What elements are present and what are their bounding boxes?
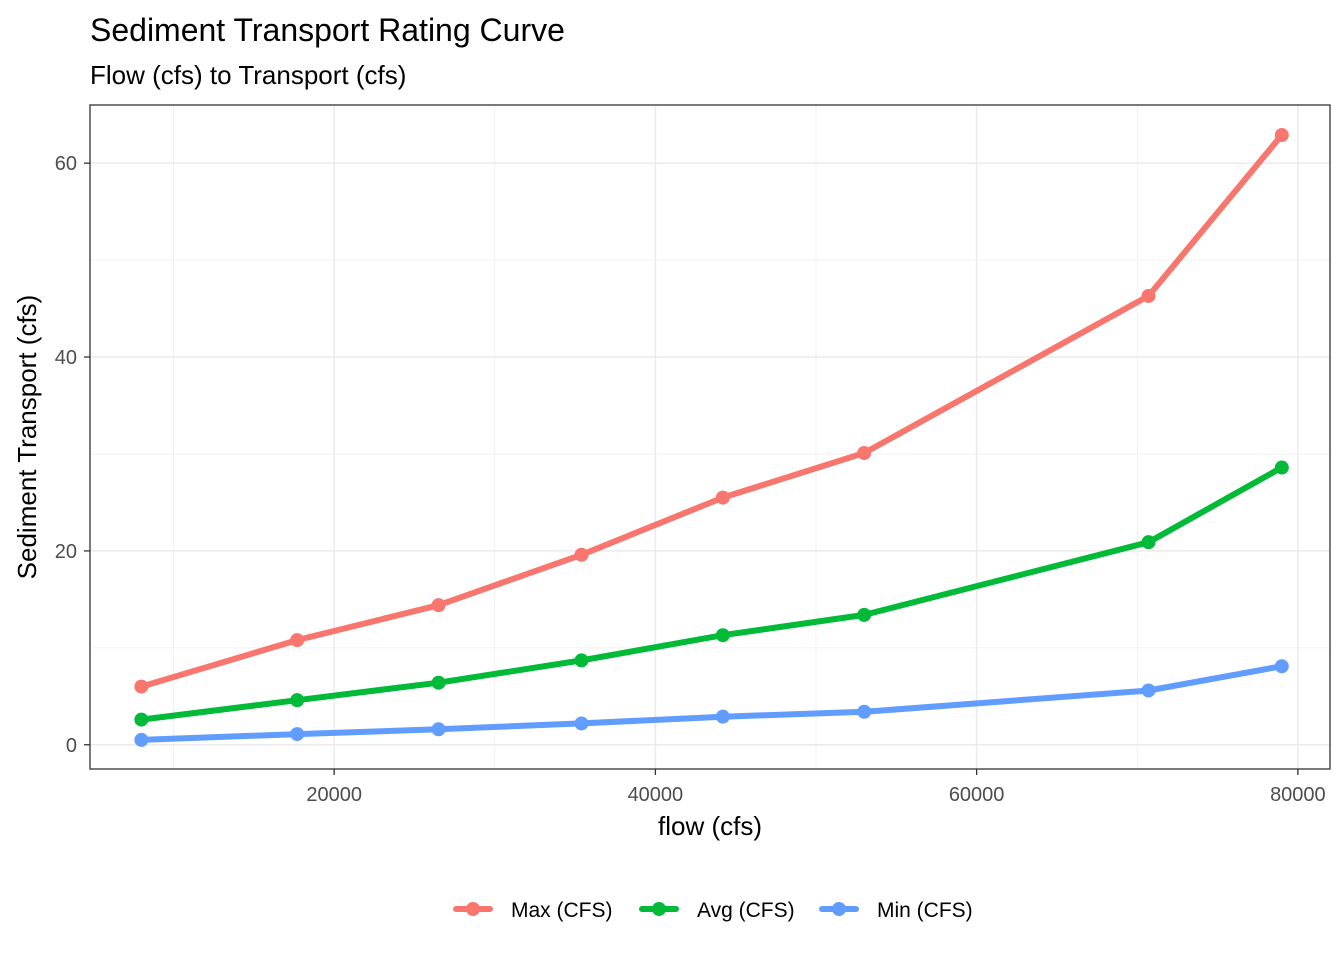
legend: Max (CFS) Avg (CFS) Min (CFS) [453,899,973,922]
chart-title: Sediment Transport Rating Curve [90,12,565,48]
plot-panel-border [89,104,1331,770]
chart-subtitle: Flow (cfs) to Transport (cfs) [90,60,407,90]
data-point-max-cfs [857,445,872,460]
data-point-min-cfs [134,732,149,747]
axes: 20000 40000 60000 80000 0 20 40 60 [55,153,1326,806]
series-line-min-cfs [138,663,1285,743]
x-tick-label: 80000 [1270,784,1326,806]
legend-key-point [466,902,480,916]
data-point-avg-cfs [290,693,305,708]
legend-label: Max (CFS) [511,899,613,922]
y-tick-label: 60 [55,153,77,175]
data-point-avg-cfs [715,628,730,643]
data-point-max-cfs [290,633,305,648]
x-tick-label: 20000 [306,784,362,806]
series-line-max-cfs [138,132,1285,690]
series-layer [134,128,1289,747]
y-tick-label: 0 [66,735,77,757]
series-max-cfs [134,128,1289,694]
data-point-max-cfs [431,598,446,613]
legend-item-min-cfs: Min (CFS) [819,899,973,922]
data-point-max-cfs [574,547,589,562]
y-tick-label: 20 [55,541,77,563]
minor-gridlines [90,105,1330,769]
data-point-avg-cfs [574,653,589,668]
x-tick-label: 60000 [949,784,1005,806]
data-point-min-cfs [431,722,446,737]
data-point-min-cfs [857,704,872,719]
legend-key-point [832,902,846,916]
data-point-min-cfs [1274,659,1289,674]
y-axis-label: Sediment Transport (cfs) [12,295,42,580]
data-point-max-cfs [1274,128,1289,143]
data-point-avg-cfs [134,712,149,727]
legend-key-point [652,902,666,916]
series-avg-cfs [134,460,1289,727]
data-point-max-cfs [715,490,730,505]
data-point-max-cfs [1141,288,1156,303]
legend-item-avg-cfs: Avg (CFS) [639,899,795,922]
data-point-min-cfs [574,716,589,731]
x-axis-label: flow (cfs) [658,811,762,841]
data-point-min-cfs [715,709,730,724]
data-point-avg-cfs [1274,460,1289,475]
data-point-avg-cfs [857,607,872,622]
y-tick-label: 40 [55,347,77,369]
series-line-avg-cfs [138,464,1285,723]
data-point-avg-cfs [431,675,446,690]
legend-item-max-cfs: Max (CFS) [453,899,613,922]
data-point-min-cfs [290,727,305,742]
data-point-max-cfs [134,679,149,694]
major-gridlines [90,105,1330,769]
series-min-cfs [134,659,1289,747]
legend-label: Min (CFS) [877,899,973,922]
data-point-avg-cfs [1141,535,1156,550]
x-tick-label: 40000 [628,784,684,806]
data-point-min-cfs [1141,683,1156,698]
legend-label: Avg (CFS) [697,899,795,922]
